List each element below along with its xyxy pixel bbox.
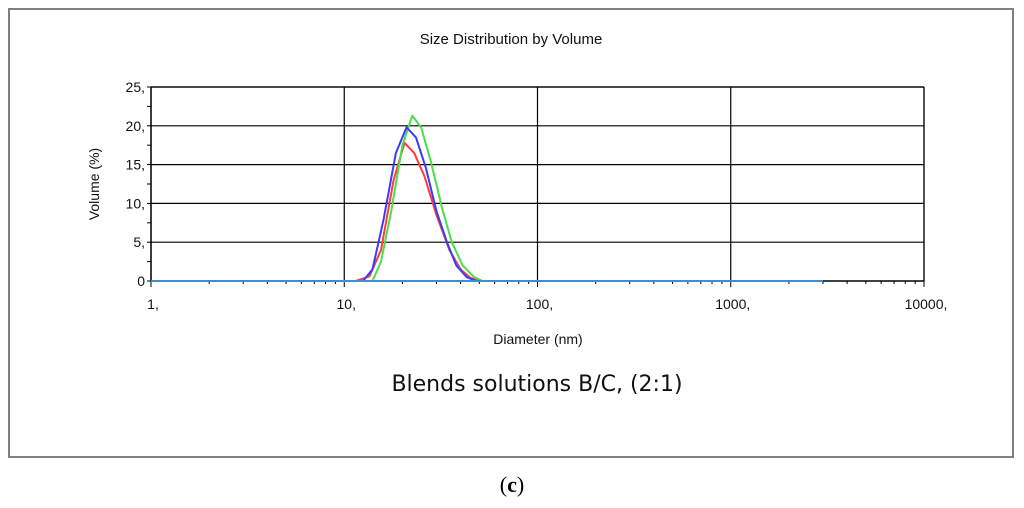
x-tick-label: 100, — [526, 296, 553, 312]
panel-paren-close: ) — [516, 472, 525, 497]
chart-title: Size Distribution by Volume — [420, 31, 603, 48]
y-tick-label: 15, — [126, 157, 145, 173]
panel-paren-open: ( — [499, 472, 508, 497]
x-tick-label: 1, — [147, 296, 159, 312]
x-axis-label: Diameter (nm) — [493, 331, 582, 347]
blend-caption: Blends solutions B/C, (2:1) — [391, 372, 683, 397]
panel-label: (c) — [0, 472, 1024, 498]
x-tick-label: 10000, — [905, 296, 948, 312]
y-axis-label: Volume (%) — [86, 148, 102, 220]
y-tick-label: 5, — [133, 234, 145, 250]
figure-frame — [8, 8, 1014, 458]
y-tick-label: 10, — [126, 195, 145, 211]
series-line-3 — [151, 126, 823, 282]
x-tick-label: 1000, — [715, 296, 750, 312]
series-line-1 — [151, 141, 823, 282]
y-tick-label: 25, — [126, 79, 145, 95]
y-tick-label: 0 — [137, 273, 145, 289]
panel-letter: c — [507, 472, 517, 497]
series-line-2 — [151, 114, 823, 282]
x-tick-label: 10, — [337, 296, 356, 312]
y-tick-label: 20, — [126, 118, 145, 134]
